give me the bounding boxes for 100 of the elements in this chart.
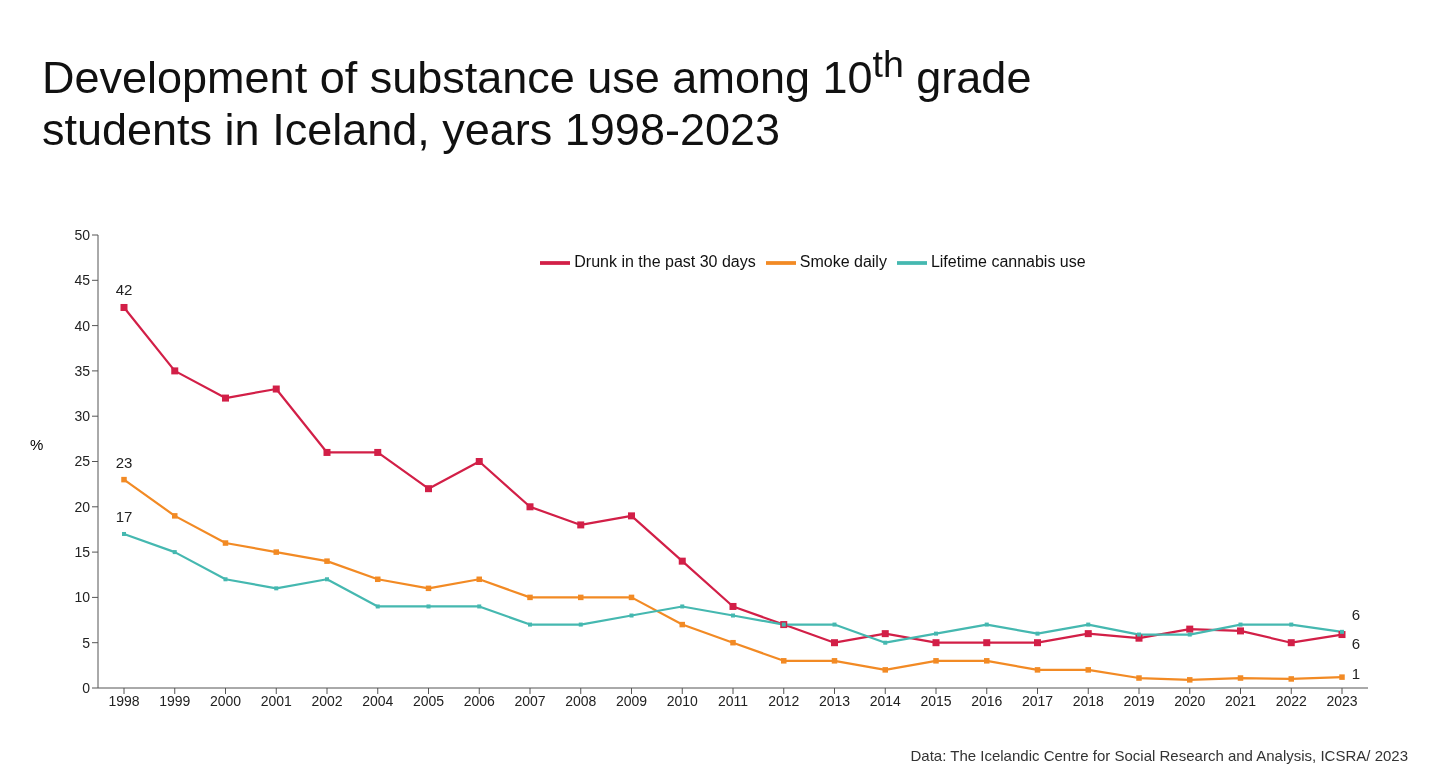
y-tick-label: 40: [74, 317, 91, 334]
x-tick-label: 2002: [311, 692, 343, 709]
point: [273, 549, 279, 555]
x-tick-label: 2006: [463, 692, 496, 709]
point: [222, 394, 229, 402]
x-tick-label: 2004: [362, 692, 394, 709]
point: [1288, 676, 1294, 682]
point: [272, 385, 280, 393]
point: [1237, 627, 1244, 635]
point: [730, 639, 736, 646]
y-tick-label: 0: [82, 679, 91, 696]
point: [1287, 639, 1295, 647]
point: [274, 586, 279, 591]
point: [120, 303, 128, 311]
point: [832, 622, 837, 627]
x-tick-label: 2021: [1224, 692, 1257, 709]
point: [881, 630, 889, 638]
point: [122, 531, 126, 536]
point: [375, 576, 381, 583]
point: [222, 540, 229, 546]
y-axis-title: %: [30, 436, 44, 453]
x-tick-label: 2020: [1174, 692, 1206, 709]
point: [1339, 674, 1345, 680]
point: [1084, 630, 1092, 638]
x-tick-label: 2007: [514, 692, 546, 709]
point: [527, 594, 533, 601]
point: [425, 485, 432, 493]
x-tick-label: 1999: [159, 692, 191, 709]
x-tick-label: 2011: [717, 692, 749, 709]
point: [577, 521, 585, 529]
point: [1237, 675, 1244, 681]
point: [781, 658, 787, 664]
point: [678, 557, 686, 565]
y-tick-label: 10: [74, 589, 91, 606]
point: [1187, 677, 1193, 683]
y-tick-label: 5: [82, 634, 91, 651]
point: [1137, 632, 1141, 637]
point: [1136, 675, 1142, 681]
x-tick-label: 2015: [920, 692, 952, 709]
point: [932, 639, 940, 647]
point: [984, 622, 989, 627]
point: [1238, 622, 1243, 627]
point: [729, 602, 737, 610]
text: Data: The Icelandic Centre for Social Research and Analysis, ICSRA/ 2023: [910, 747, 1408, 764]
x-tick-label: 2009: [615, 692, 648, 709]
point: [1187, 632, 1192, 637]
point: [628, 512, 635, 520]
y-tick-label: 25: [74, 453, 91, 470]
point: [882, 667, 888, 673]
data-label: 23: [115, 453, 133, 471]
x-tick-label: 2008: [565, 692, 597, 709]
data-label: 1: [1351, 665, 1361, 683]
x-tick-label: 2012: [768, 692, 800, 709]
x-tick-label: 2005: [412, 692, 445, 709]
point: [1034, 667, 1041, 673]
x-tick-label: 2019: [1123, 692, 1155, 709]
x-tick-label: 2000: [209, 692, 242, 709]
x-tick-label: 2014: [869, 692, 902, 709]
point: [1085, 667, 1091, 673]
point: [680, 604, 685, 609]
point: [324, 558, 330, 564]
y-tick-label: 15: [74, 544, 91, 561]
point: [528, 622, 532, 627]
point: [578, 594, 584, 601]
x-tick-label: 2010: [666, 692, 699, 709]
point: [477, 604, 482, 609]
point: [578, 622, 583, 627]
point: [172, 550, 177, 555]
point: [1289, 622, 1294, 627]
point: [933, 658, 939, 664]
point: [121, 476, 127, 483]
point: [426, 604, 431, 609]
point: [831, 658, 838, 664]
point: [983, 639, 991, 647]
y-tick-label: 45: [74, 272, 91, 289]
point: [984, 658, 990, 664]
point: [1186, 625, 1194, 633]
data-label: 6: [1351, 634, 1361, 652]
y-tick-label: 30: [74, 408, 91, 425]
data-label: 6: [1351, 605, 1361, 623]
x-tick-label: 2022: [1275, 692, 1308, 709]
y-tick-label: 20: [74, 498, 91, 515]
point: [171, 367, 179, 375]
chart-title: Development of substance use among 10$^{th}$ grade students in Iceland, years 1998-2023: [42, 43, 1032, 155]
point: [223, 577, 228, 582]
y-tick-label: 35: [74, 362, 91, 379]
point: [475, 458, 483, 465]
point: [883, 640, 888, 645]
x-tick-label: 2018: [1072, 692, 1105, 709]
x-tick-label: 2017: [1021, 692, 1054, 709]
x-tick-label: 2013: [818, 692, 851, 709]
point: [374, 448, 382, 456]
point: [323, 448, 331, 456]
point: [629, 613, 634, 618]
point: [1340, 629, 1344, 634]
x-tick-label: 1998: [108, 692, 140, 709]
point: [1086, 622, 1091, 627]
x-tick-label: 2023: [1326, 692, 1358, 709]
point: [1035, 631, 1040, 636]
legend-label: Lifetime cannabis use: [930, 253, 1086, 271]
